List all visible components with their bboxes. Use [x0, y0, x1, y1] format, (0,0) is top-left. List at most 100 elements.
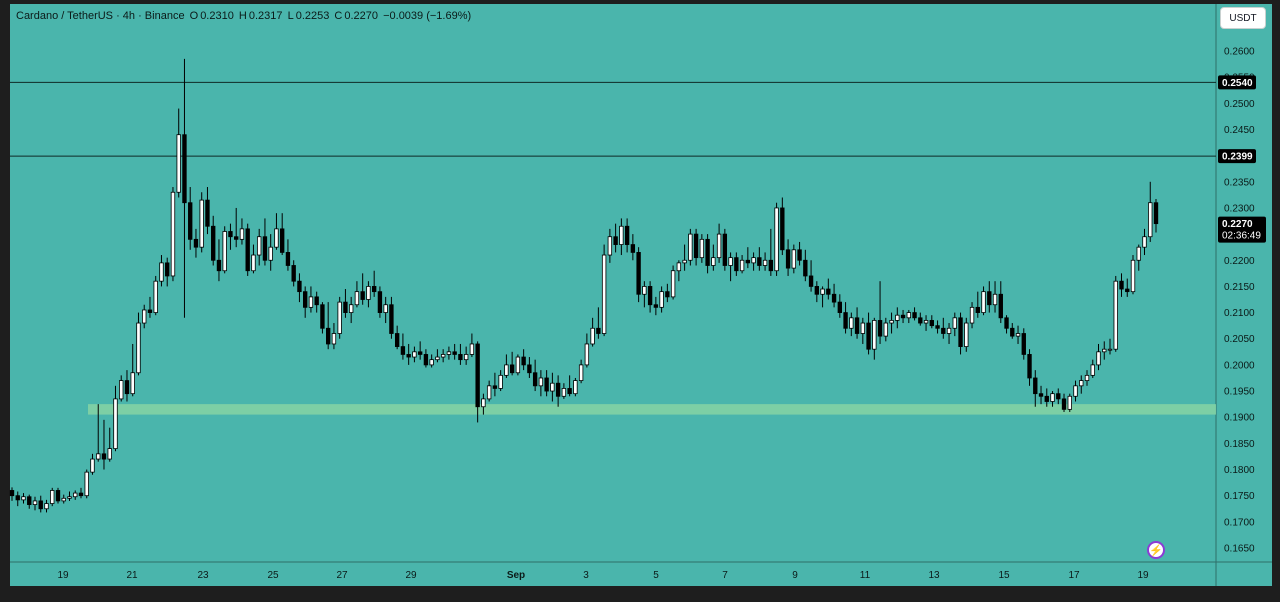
currency-button[interactable]: USDT [1220, 7, 1266, 29]
candle-body [21, 496, 26, 501]
candle-body [711, 257, 716, 266]
candle-body [331, 333, 337, 345]
candle-body [440, 354, 446, 358]
candle-body [814, 286, 820, 295]
candle-body [251, 254, 256, 272]
time-scale-background [10, 562, 1272, 586]
candle-body [101, 453, 107, 460]
candle-body [216, 259, 222, 272]
candle-body [722, 233, 728, 266]
candle-body [613, 236, 618, 245]
y-tick-label: 0.1750 [1224, 491, 1255, 502]
y-tick-label: 0.1800 [1224, 465, 1255, 476]
candle-body [1125, 288, 1130, 293]
candle-body [1107, 348, 1113, 351]
candle-body [1130, 259, 1136, 293]
x-tick-label: Sep [507, 570, 525, 581]
countdown-text: 02:36:49 [1222, 231, 1261, 242]
candle-body [567, 388, 572, 395]
candle-body [50, 490, 55, 504]
x-tick-label: 7 [722, 570, 728, 581]
candle-body [142, 309, 147, 324]
candle-body [883, 322, 888, 337]
candle-body [768, 259, 774, 272]
x-tick-label: 21 [126, 570, 138, 581]
candle-body [688, 233, 693, 261]
line-price-badge [1218, 149, 1256, 164]
candle-body [337, 301, 342, 334]
candle-body [61, 497, 66, 502]
candle-body [55, 490, 61, 502]
candle-body [935, 325, 940, 329]
candle-body [469, 343, 475, 355]
candle-body [952, 317, 957, 329]
candle-body [584, 343, 590, 366]
candle-body [389, 304, 394, 334]
candle-body [182, 134, 187, 204]
x-tick-label: 23 [197, 570, 209, 581]
candle-body [636, 252, 641, 295]
candle-body [165, 262, 170, 277]
candle-body [734, 257, 739, 272]
candle-body [987, 291, 992, 306]
candle-body [1084, 374, 1090, 381]
candle-body [900, 314, 906, 319]
candle-body [1102, 348, 1107, 353]
candle-body [1044, 395, 1049, 402]
candle-body [578, 364, 584, 381]
x-tick-label: 27 [336, 570, 348, 581]
candle-body [27, 496, 32, 505]
candle-body [509, 364, 515, 374]
candle-body [619, 225, 624, 245]
candle-body [325, 327, 331, 345]
candle-body [785, 249, 791, 269]
candle-body [360, 291, 365, 300]
low-value: 0.2253 [295, 10, 330, 22]
candle-body [291, 265, 296, 282]
candle-body [211, 225, 216, 261]
x-tick-label: 17 [1068, 570, 1080, 581]
candle-body [1056, 393, 1061, 400]
y-tick-label: 0.1650 [1224, 544, 1255, 555]
candle-body [429, 359, 434, 366]
candle-body [303, 291, 308, 308]
plot-background [10, 4, 1216, 562]
lightning-bolt-icon[interactable]: ⚡ [1147, 541, 1165, 559]
close-label: C [334, 10, 343, 22]
candle-body [268, 246, 273, 261]
candle-body [1113, 280, 1118, 350]
candle-body [67, 496, 72, 499]
candle-body [222, 231, 227, 272]
y-tick-label: 0.2450 [1224, 125, 1255, 136]
y-tick-label: 0.1950 [1224, 387, 1255, 398]
candle-body [1050, 393, 1055, 402]
candle-body [320, 304, 325, 329]
candle-body [245, 228, 250, 272]
candle-body [624, 225, 630, 245]
last-price-badge [1218, 216, 1266, 243]
candle-body [130, 372, 135, 395]
candle-body [958, 317, 963, 347]
candle-body [550, 382, 555, 392]
candle-body [348, 304, 354, 313]
x-tick-label: 19 [57, 570, 69, 581]
x-tick-label: 5 [653, 570, 659, 581]
candle-body [739, 259, 745, 272]
candle-body [435, 356, 440, 361]
candle-body [234, 236, 239, 240]
candle-body [147, 309, 153, 313]
candle-body [119, 380, 124, 400]
candle-body [670, 270, 676, 298]
candle-body [797, 249, 802, 261]
candle-body [906, 312, 911, 319]
candle-body [601, 254, 607, 334]
candle-body [946, 327, 952, 334]
candle-body [791, 249, 797, 269]
candle-body [728, 257, 733, 266]
candle-body [555, 382, 561, 397]
candle-body [969, 306, 975, 324]
x-tick-label: 15 [998, 570, 1010, 581]
candle-body [15, 495, 20, 501]
candle-body [745, 259, 751, 264]
